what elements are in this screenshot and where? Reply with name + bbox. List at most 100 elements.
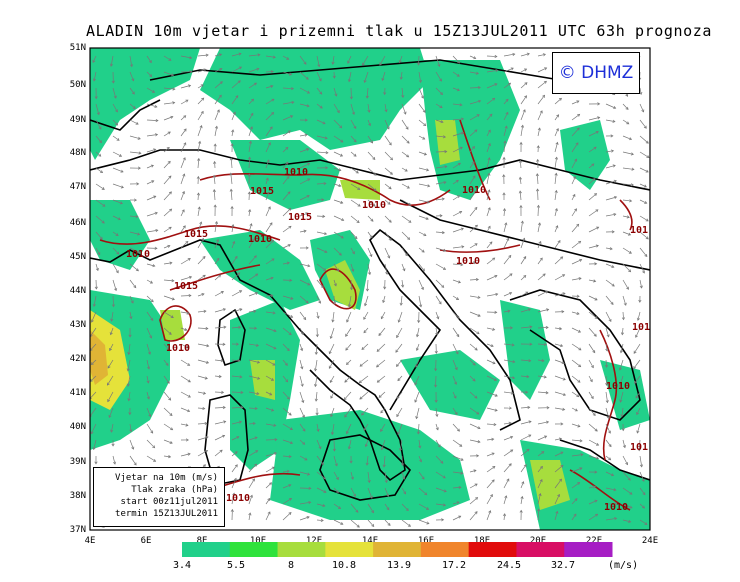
wind-arrow-head [527,308,531,312]
wind-arrow [95,215,105,224]
wind-arrow-head [254,463,258,467]
wind-arrow [401,119,409,130]
wind-arrow-head [108,414,112,419]
wind-arrow [163,423,173,431]
wind-arrow [537,128,541,137]
wind-arrow-head [344,379,348,383]
wind-arrow [380,423,386,432]
wind-arrow [345,327,352,337]
wind-arrow-head [539,257,543,261]
wind-arrow-head [229,157,233,161]
wind-arrow [248,68,259,73]
wind-arrow [571,240,581,249]
wind-arrow [146,134,158,137]
wind-arrow [554,98,562,105]
wind-arrow-head [595,456,600,460]
wind-arrow-head [488,510,492,514]
wind-arrow-head [628,137,633,141]
wind-arrow [146,439,155,449]
wind-arrow-head [608,444,612,448]
colorbar-swatch [516,542,565,557]
wind-arrow [163,359,169,366]
wind-arrow-head [557,493,561,498]
wind-arrow [605,119,615,122]
wind-arrow-head [222,342,226,346]
wind-arrow-head [200,110,204,114]
wind-arrow-head [460,131,465,135]
wind-arrow-head [636,430,640,434]
wind-arrow [401,263,405,271]
wind-arrow-head [302,414,305,418]
wind-arrow [435,471,446,479]
wind-arrow [231,308,242,313]
wind-arrow-head [232,492,236,496]
wind-arrow-head [216,238,220,243]
wind-arrow-head [475,497,479,501]
wind-arrow-head [456,315,460,319]
wind-arrow [452,343,459,355]
wind-arrow-head [620,332,625,336]
wind-arrow [129,135,141,140]
wind-arrow-head [434,384,438,388]
wind-arrow-head [456,428,460,432]
wind-arrow [639,87,642,95]
wind-arrow [282,375,288,383]
wind-arrow-head [474,483,478,487]
wind-arrow [231,66,242,73]
wind-arrow [554,375,566,381]
wind-arrow [231,406,243,409]
wind-arrow-head [376,348,380,352]
wind-arrow [537,479,543,489]
wind-arrow-head [423,123,427,127]
wind-arrow [163,262,172,265]
wind-arrow-head [357,187,361,190]
wind-arrow-head [237,272,241,276]
wind-arrow-head [155,229,159,233]
wind-arrow [231,421,242,425]
wind-arrow-head [397,378,401,382]
wind-arrow [248,407,258,409]
wind-arrow-head [253,255,257,259]
wind-arrow-head [625,462,629,466]
wind-arrow-head [185,423,189,427]
lat-label: 42N [69,354,86,364]
colorbar-swatch [182,542,231,557]
wind-arrow [520,434,531,441]
wind-arrow [452,228,464,233]
wind-arrow-head [255,450,259,454]
wind-arrow [128,391,131,401]
wind-arrow-head [151,90,156,93]
wind-arrow-head [359,363,363,367]
wind-arrow [214,421,226,425]
wind-arrow [384,503,390,510]
wind-arrow-head [417,62,421,66]
wind-arrow [554,438,562,441]
wind-arrow [346,359,352,365]
wind-arrow-head [425,216,429,220]
wind-arrow-head [150,317,154,321]
wind-arrow-head [593,333,597,337]
wind-arrow [95,103,100,115]
wind-arrow-head [128,412,132,416]
wind-arrow-head [439,78,442,82]
wind-arrow-head [111,304,116,308]
wind-arrow-head [556,114,560,118]
wind-arrow-head [253,82,258,86]
wind-arrow-head [635,334,638,338]
wind-arrow-head [487,225,491,229]
wind-arrow-head [595,209,599,213]
wind-arrow [452,180,459,185]
wind-arrow-head [495,292,499,296]
wind-arrow [282,130,291,137]
wind-arrow [571,142,579,153]
wind-arrow [350,103,355,115]
wind-arrow-head [268,142,271,146]
wind-arrow-head [92,59,96,63]
wind-arrow [359,375,369,383]
wind-arrow [469,423,481,429]
wind-arrow-head [187,84,192,88]
wind-arrow-head [325,151,329,155]
wind-arrow-head [627,477,631,481]
wind-arrow-head [456,88,460,92]
wind-arrow-head [611,283,615,287]
